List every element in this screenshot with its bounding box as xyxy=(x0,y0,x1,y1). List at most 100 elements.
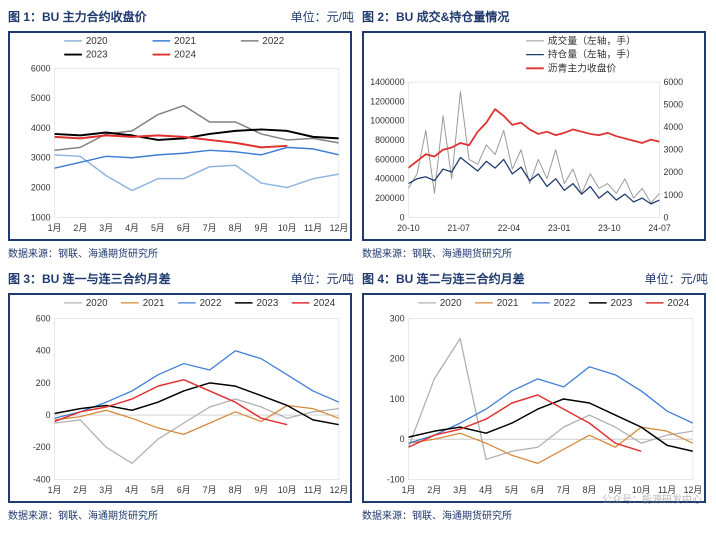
svg-text:2022: 2022 xyxy=(554,298,576,309)
svg-text:2023: 2023 xyxy=(257,298,279,309)
svg-text:5000: 5000 xyxy=(663,100,683,110)
svg-text:1月: 1月 xyxy=(48,223,62,233)
svg-text:23-10: 23-10 xyxy=(598,223,621,233)
svg-text:11月: 11月 xyxy=(304,223,322,233)
svg-text:1月: 1月 xyxy=(402,485,416,495)
panel-4-source: 数据来源：钢联、海通期货研究所 xyxy=(362,507,708,522)
svg-text:2023: 2023 xyxy=(86,50,108,61)
svg-text:2023: 2023 xyxy=(611,298,633,309)
svg-text:1200000: 1200000 xyxy=(370,96,404,106)
svg-text:5月: 5月 xyxy=(151,485,165,495)
svg-text:400: 400 xyxy=(36,346,51,356)
svg-text:-400: -400 xyxy=(33,474,51,484)
svg-text:-200: -200 xyxy=(33,442,51,452)
svg-text:3000: 3000 xyxy=(663,145,683,155)
svg-text:1000: 1000 xyxy=(663,190,683,200)
panel-2: 图 2：BU 成交&持仓量情况 020000040000060000080000… xyxy=(362,8,708,260)
svg-text:12月: 12月 xyxy=(330,485,349,495)
svg-text:6月: 6月 xyxy=(531,485,545,495)
svg-text:2021: 2021 xyxy=(497,298,519,309)
svg-text:300: 300 xyxy=(390,313,405,323)
svg-text:2月: 2月 xyxy=(427,485,441,495)
svg-text:23-01: 23-01 xyxy=(548,223,571,233)
svg-text:5000: 5000 xyxy=(31,93,51,103)
svg-text:2022: 2022 xyxy=(200,298,222,309)
svg-text:0: 0 xyxy=(46,410,51,420)
svg-text:2024: 2024 xyxy=(313,298,335,309)
svg-text:1000000: 1000000 xyxy=(370,116,404,126)
svg-text:2020: 2020 xyxy=(86,36,108,47)
svg-text:2020: 2020 xyxy=(440,298,462,309)
chart-3: -400-20002004006001月2月3月4月5月6月7月8月9月10月1… xyxy=(8,293,352,503)
panel-1-title: 图 1：BU 主力合约收盘价 单位：元/吨 xyxy=(8,8,354,25)
panel-4-title: 图 4：BU 连二与连三合约月差 单位：元/吨 xyxy=(362,270,708,287)
chart-grid: 图 1：BU 主力合约收盘价 单位：元/吨 100020003000400050… xyxy=(8,8,708,522)
svg-text:成交量（左轴，手）: 成交量（左轴，手） xyxy=(548,34,636,47)
chart-4: -10001002003001月2月3月4月5月6月7月8月9月10月11月12… xyxy=(362,293,706,503)
svg-text:5月: 5月 xyxy=(151,223,165,233)
svg-text:600000: 600000 xyxy=(375,154,405,164)
svg-text:4000: 4000 xyxy=(663,122,683,132)
svg-text:6000: 6000 xyxy=(31,63,51,73)
panel-2-source: 数据来源：钢联、海通期货研究所 xyxy=(362,245,708,260)
svg-text:8月: 8月 xyxy=(229,223,243,233)
panel-3-title: 图 3：BU 连一与连三合约月差 单位：元/吨 xyxy=(8,270,354,287)
svg-text:2024: 2024 xyxy=(667,298,689,309)
svg-text:12月: 12月 xyxy=(330,223,349,233)
svg-text:3000: 3000 xyxy=(31,153,51,163)
svg-text:200: 200 xyxy=(36,378,51,388)
svg-text:9月: 9月 xyxy=(254,223,268,233)
svg-text:2024: 2024 xyxy=(174,50,196,61)
svg-text:3月: 3月 xyxy=(99,223,113,233)
svg-text:21-07: 21-07 xyxy=(447,223,470,233)
svg-text:2月: 2月 xyxy=(73,223,87,233)
svg-text:3月: 3月 xyxy=(453,485,467,495)
svg-text:7月: 7月 xyxy=(203,223,217,233)
svg-text:2021: 2021 xyxy=(143,298,165,309)
panel-1: 图 1：BU 主力合约收盘价 单位：元/吨 1000 2000 3000 4000 50… xyxy=(8,8,354,260)
svg-text:4000: 4000 xyxy=(31,123,51,133)
svg-text:8月: 8月 xyxy=(229,485,243,495)
svg-text:6月: 6月 xyxy=(177,485,191,495)
svg-text:8月: 8月 xyxy=(583,485,597,495)
svg-text:2021: 2021 xyxy=(174,36,196,47)
svg-text:5月: 5月 xyxy=(505,485,519,495)
svg-text:3月: 3月 xyxy=(99,485,113,495)
svg-text:2000: 2000 xyxy=(663,167,683,177)
svg-text:20-10: 20-10 xyxy=(397,223,420,233)
svg-text:2020: 2020 xyxy=(86,298,108,309)
svg-text:800000: 800000 xyxy=(375,135,405,145)
chart-2: 0200000400000600000800000100000012000001… xyxy=(362,31,706,241)
svg-text:2月: 2月 xyxy=(73,485,87,495)
svg-text:4月: 4月 xyxy=(125,223,139,233)
svg-text:6000: 6000 xyxy=(663,77,683,87)
svg-text:2022: 2022 xyxy=(262,36,284,47)
chart-1: 1000200030004000500060001月2月3月4月5月6月7月8月… xyxy=(8,31,352,241)
svg-text:9月: 9月 xyxy=(254,485,268,495)
svg-text:200000: 200000 xyxy=(375,193,405,203)
svg-text:4月: 4月 xyxy=(125,485,139,495)
svg-text:2000: 2000 xyxy=(31,183,51,193)
svg-text:1400000: 1400000 xyxy=(370,77,404,87)
panel-1-source: 数据来源：钢联、海通期货研究所 xyxy=(8,245,354,260)
svg-text:4月: 4月 xyxy=(479,485,493,495)
svg-text:24-07: 24-07 xyxy=(648,223,671,233)
svg-text:7月: 7月 xyxy=(557,485,571,495)
svg-text:-100: -100 xyxy=(387,474,405,484)
svg-text:22-04: 22-04 xyxy=(498,223,521,233)
svg-text:1000: 1000 xyxy=(31,212,51,222)
svg-text:0: 0 xyxy=(400,212,405,222)
panel-2-title: 图 2：BU 成交&持仓量情况 xyxy=(362,8,708,25)
svg-text:持仓量（左轴，手）: 持仓量（左轴，手） xyxy=(548,48,636,61)
svg-text:600: 600 xyxy=(36,313,51,323)
svg-text:10月: 10月 xyxy=(278,223,297,233)
svg-text:0: 0 xyxy=(663,212,668,222)
svg-text:7月: 7月 xyxy=(203,485,217,495)
panel-4: 图 4：BU 连二与连三合约月差 单位：元/吨 -10001002003001月… xyxy=(362,270,708,522)
svg-text:100: 100 xyxy=(390,394,405,404)
panel-3: 图 3：BU 连一与连三合约月差 单位：元/吨 -400 -200 0 200 400 6… xyxy=(8,270,354,522)
svg-text:200: 200 xyxy=(390,354,405,364)
svg-text:沥青主力收盘价: 沥青主力收盘价 xyxy=(548,61,617,74)
panel-3-source: 数据来源：钢联、海通期货研究所 xyxy=(8,507,354,522)
svg-text:1月: 1月 xyxy=(48,485,62,495)
